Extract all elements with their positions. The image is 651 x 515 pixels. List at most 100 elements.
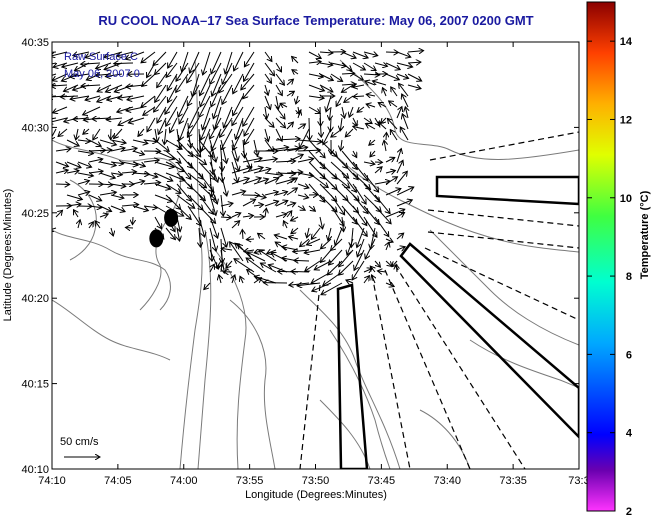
current-vector	[390, 130, 398, 141]
current-vector	[154, 194, 172, 202]
current-vector	[330, 205, 344, 226]
current-vector	[264, 117, 274, 127]
current-vector	[77, 181, 89, 184]
current-vector	[248, 252, 266, 262]
colorbar-tick-label: 6	[626, 349, 632, 361]
current-vector	[77, 151, 94, 154]
current-vector	[221, 150, 222, 171]
current-vector	[385, 177, 398, 185]
current-vector	[128, 117, 145, 123]
current-vector	[244, 250, 255, 252]
scale-label: 50 cm/s	[60, 436, 99, 448]
y-tick-label: 40:10	[21, 464, 49, 476]
current-vector	[341, 62, 352, 71]
current-vector	[321, 282, 343, 295]
current-vector	[396, 160, 403, 174]
current-vector	[187, 139, 201, 157]
current-vector	[363, 216, 377, 237]
current-vector	[99, 150, 112, 151]
current-vector	[363, 62, 376, 71]
current-vector	[386, 133, 387, 141]
current-vector	[366, 124, 376, 130]
current-vector	[265, 208, 266, 218]
current-vector	[352, 51, 368, 58]
x-tick-label: 73:3	[568, 475, 589, 487]
current-vector	[265, 106, 267, 119]
current-vector	[363, 183, 380, 202]
y-tick-label: 40:25	[21, 208, 49, 220]
current-vector	[298, 110, 301, 119]
current-vector	[326, 95, 332, 112]
current-vector	[321, 238, 332, 249]
current-vector	[363, 117, 372, 124]
current-vector	[349, 106, 353, 117]
current-vector	[138, 128, 145, 136]
current-vector	[187, 183, 205, 201]
box-southeast	[399, 242, 579, 439]
current-vector	[340, 117, 342, 131]
current-vector	[126, 106, 145, 111]
current-vector	[319, 73, 333, 81]
current-vector	[233, 73, 244, 94]
current-vector	[275, 148, 300, 151]
current-vector	[95, 221, 101, 229]
current-vector	[73, 51, 90, 56]
current-vector	[385, 158, 395, 163]
current-vector	[192, 73, 200, 97]
current-vector	[244, 62, 255, 81]
current-vector	[93, 128, 101, 140]
current-vector	[219, 275, 221, 284]
current-vector	[200, 73, 211, 96]
current-vector	[70, 74, 90, 77]
current-vector	[294, 260, 310, 261]
current-vector	[114, 63, 134, 64]
current-vector	[297, 124, 306, 130]
current-vector	[62, 62, 79, 67]
current-vector	[141, 95, 156, 107]
current-vector	[125, 51, 145, 59]
current-vector	[211, 51, 222, 74]
current-vector	[306, 238, 321, 245]
current-vector	[363, 276, 369, 284]
plot-area	[52, 42, 579, 469]
current-vector	[370, 266, 375, 273]
current-vector	[155, 62, 167, 75]
current-vector	[99, 205, 112, 212]
current-vector	[55, 170, 68, 173]
current-vector	[330, 63, 346, 66]
current-vector	[187, 161, 203, 179]
current-vector	[353, 126, 365, 129]
current-vector	[377, 271, 387, 272]
colorbar-tick-label: 10	[620, 193, 632, 205]
current-vector	[201, 117, 211, 140]
current-vector	[232, 106, 244, 126]
current-vector	[342, 216, 344, 232]
current-vector	[336, 95, 343, 106]
current-vector	[226, 260, 233, 268]
current-vector	[77, 192, 90, 195]
current-vector	[352, 172, 371, 189]
current-vector	[253, 195, 266, 198]
current-vector	[187, 62, 200, 83]
x-axis: 74:10 74:05 74:00 73:55 73:50 73:45 73:40 73:35…	[38, 42, 590, 487]
x-tick-label: 73:35	[499, 475, 527, 487]
current-vector	[110, 162, 124, 164]
current-vector	[214, 106, 222, 130]
current-vector	[275, 161, 296, 162]
current-vector	[275, 84, 282, 96]
current-vector	[177, 227, 180, 241]
current-vector	[402, 114, 409, 130]
current-vector	[319, 161, 337, 179]
current-vector	[396, 247, 405, 250]
current-vector	[345, 128, 354, 137]
current-vector	[106, 118, 123, 120]
current-vector	[55, 149, 71, 151]
current-vector	[230, 242, 244, 262]
current-vector	[133, 216, 134, 225]
current-vector	[275, 106, 285, 119]
current-vector	[154, 172, 173, 181]
current-vector	[74, 210, 79, 218]
radar-boxes	[336, 175, 579, 469]
colorbar-gradient	[586, 1, 616, 512]
current-vector	[286, 203, 296, 206]
